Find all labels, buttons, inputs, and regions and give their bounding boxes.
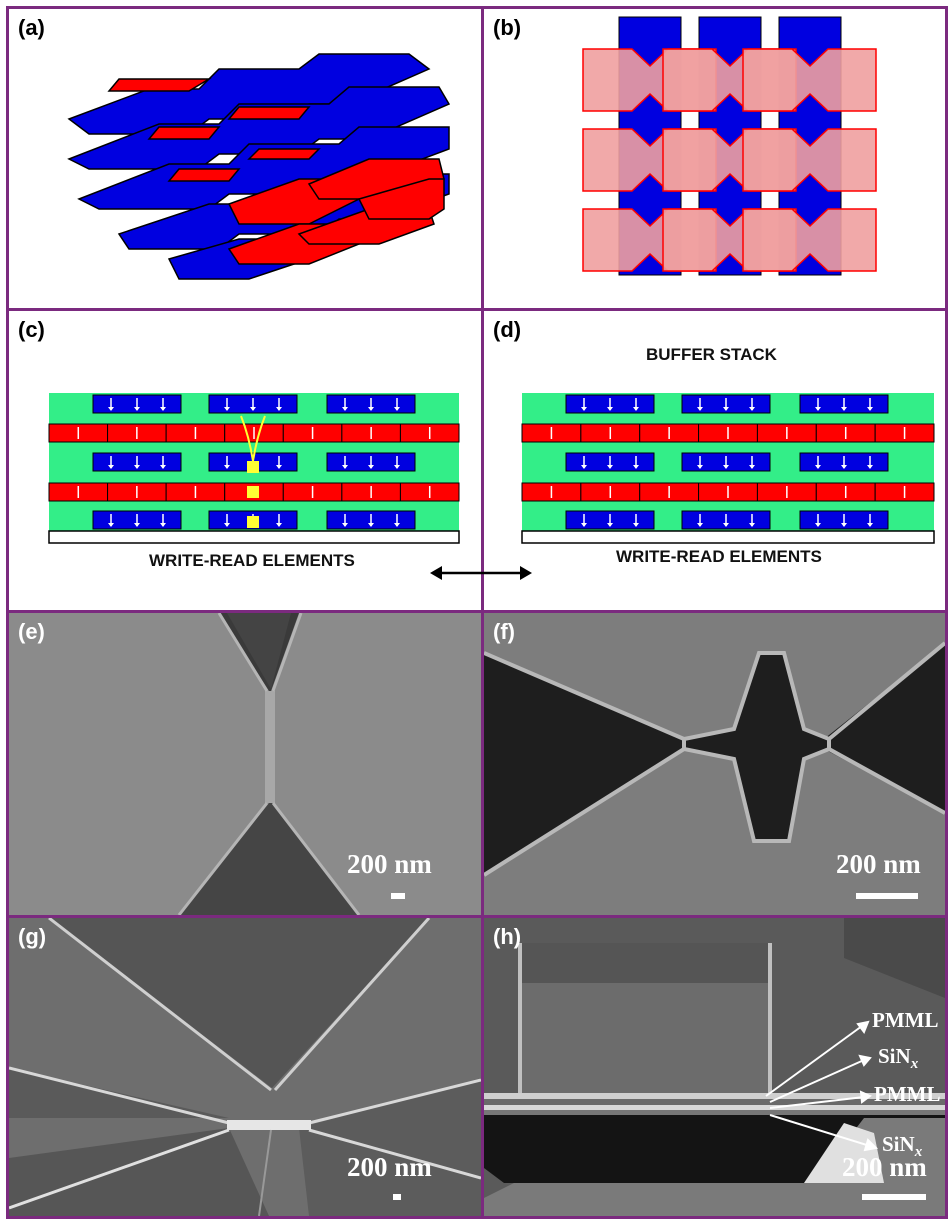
- panel-f-scale-bar: [856, 893, 918, 899]
- sem-image-h: [484, 918, 945, 1216]
- panel-h-scale-label: 200 nm: [842, 1152, 927, 1182]
- layer-label-pmml-2: PMML: [874, 1082, 941, 1106]
- panel-c-caption: WRITE-READ ELEMENTS: [149, 551, 355, 570]
- panel-g-scale-label: 200 nm: [347, 1152, 432, 1182]
- layer-label-sin-2-subscript: x: [914, 1144, 923, 1161]
- panel-h: (h) PMML SiNx PMML SiNx 200 nm: [481, 915, 948, 1219]
- layer-label-sin-1: SiNx: [878, 1044, 918, 1073]
- panel-f: (f) 200 nm: [481, 610, 948, 918]
- sem-image-g: [9, 918, 481, 1216]
- panel-c: (c) WRITE-READ ELEMENTS: [6, 308, 484, 613]
- panel-g-scale-bar: [393, 1194, 401, 1200]
- write-read-substrate: [521, 530, 935, 544]
- panel-e-scale-bar: [391, 893, 405, 899]
- panel-b-label: (b): [493, 15, 522, 40]
- panel-c-label: (c): [18, 317, 45, 342]
- sem-image-f: [484, 613, 945, 915]
- racetrack-stack-illustration: [48, 393, 460, 544]
- panel-d: (d) BUFFER STACK WRITE-READ ELEMENTS: [481, 308, 948, 613]
- layer-label-sin-2: SiNx: [882, 1132, 922, 1161]
- panel-d-label: (d): [493, 317, 522, 342]
- panel-f-scale-label: 200 nm: [836, 849, 921, 879]
- cross-pad: [742, 128, 877, 192]
- panel-h-scale-bar: [862, 1194, 926, 1200]
- panel-h-label: (h): [493, 924, 522, 949]
- layer-label-pmml-1: PMML: [872, 1008, 939, 1032]
- panel-d-caption: WRITE-READ ELEMENTS: [616, 547, 822, 566]
- panel-g: (g) 200 nm: [6, 915, 484, 1219]
- stacked-nanowire-array-illustration: [67, 53, 451, 280]
- panel-b: (b): [481, 6, 948, 311]
- cross-pad: [742, 208, 877, 272]
- panel-a-label: (a): [18, 15, 45, 40]
- panel-g-label: (g): [18, 924, 47, 949]
- layer-label-sin-1-subscript: x: [910, 1056, 919, 1073]
- panel-e-scale-label: 200 nm: [347, 849, 432, 879]
- panel-e-label: (e): [18, 619, 45, 644]
- sem-image-e: [9, 613, 481, 915]
- panel-e: (e) 200 nm: [6, 610, 484, 918]
- panel-f-label: (f): [493, 619, 515, 644]
- write-read-substrate: [48, 530, 460, 544]
- layer-label-sin-1-text: SiN: [878, 1044, 911, 1068]
- panel-a: (a): [6, 6, 484, 311]
- cross-pad: [742, 48, 877, 112]
- layer-label-sin-2-text: SiN: [882, 1132, 915, 1156]
- cross-junction-array-illustration: [582, 16, 877, 276]
- buffer-stack-illustration: [521, 393, 935, 544]
- panel-d-title: BUFFER STACK: [646, 345, 777, 364]
